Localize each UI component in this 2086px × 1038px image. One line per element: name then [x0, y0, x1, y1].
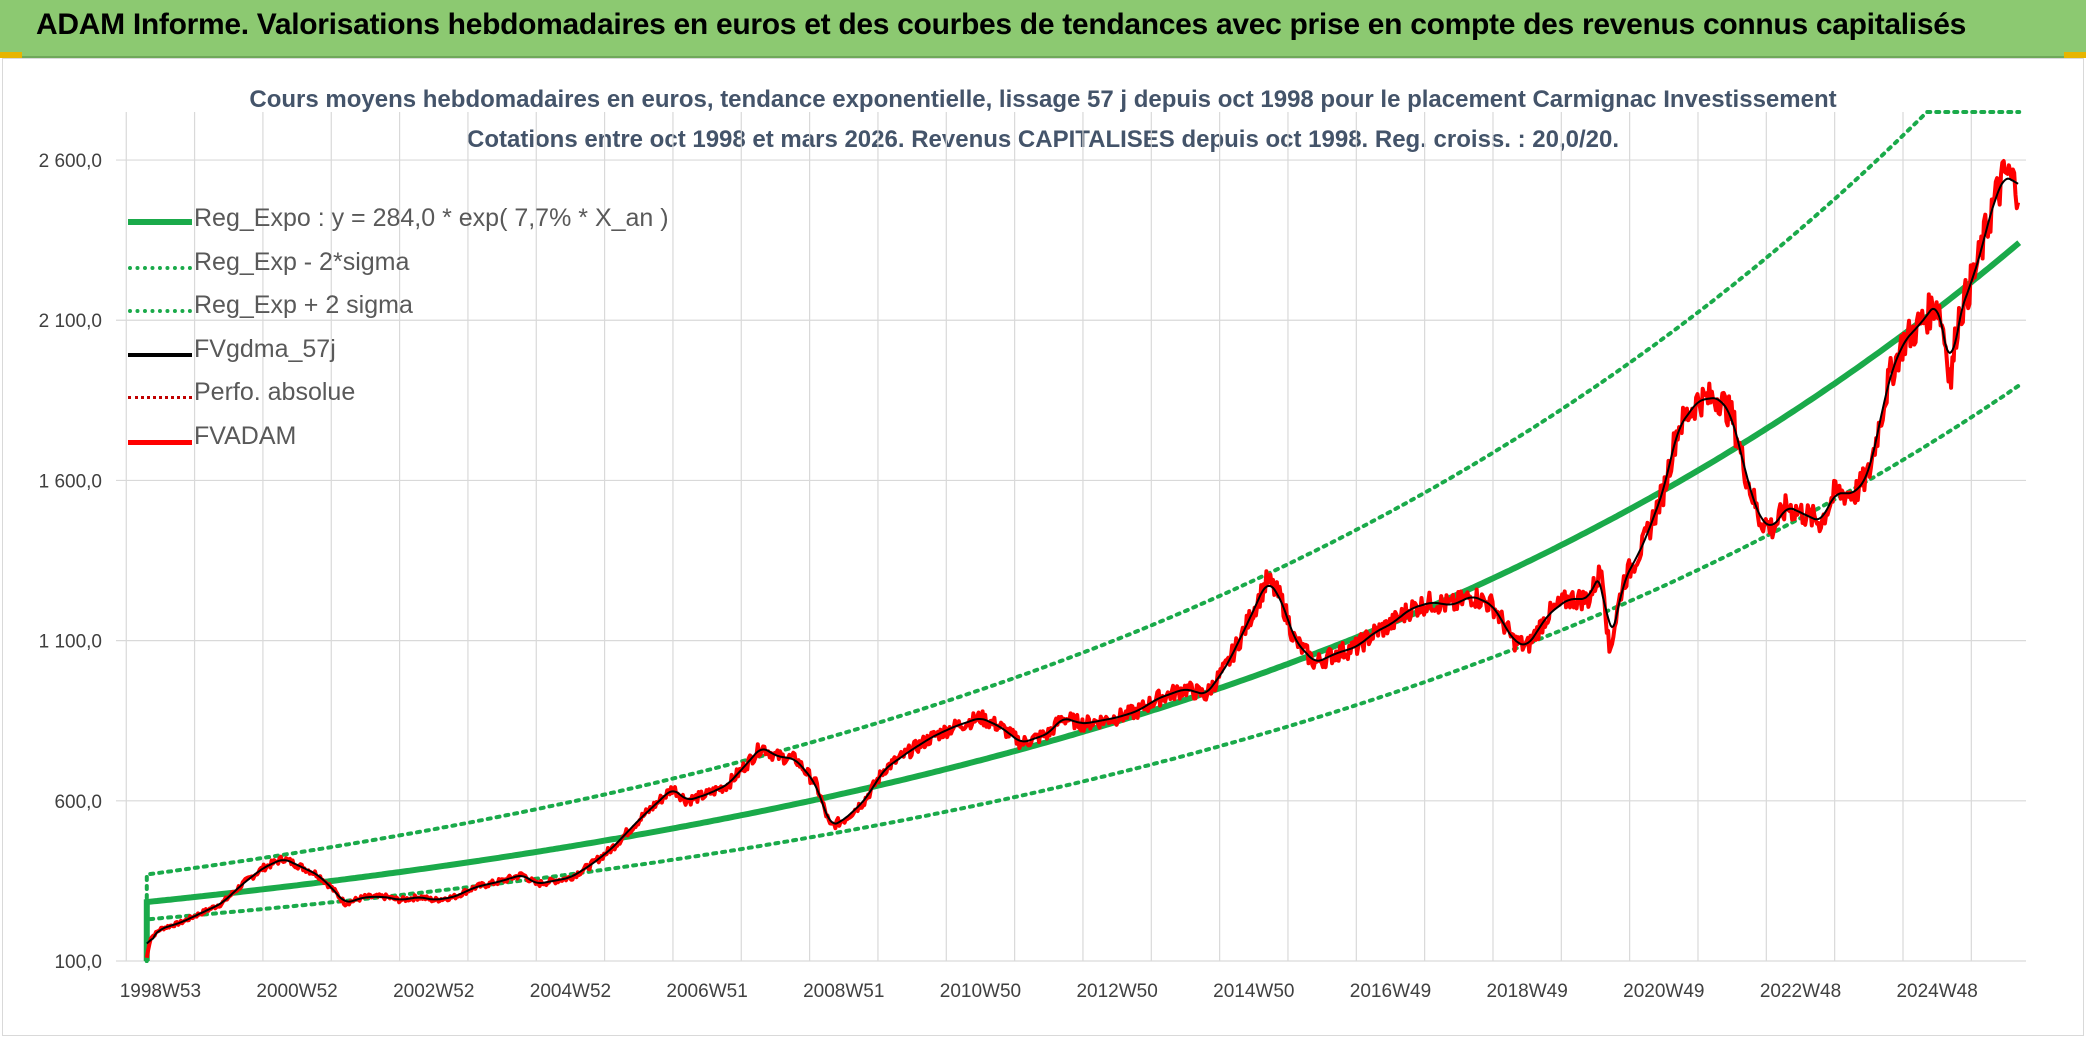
legend-swatch-perfo: [128, 396, 192, 399]
y-tick-label: 1 600,0: [39, 471, 102, 492]
x-tick-label: 2008W51: [803, 981, 884, 1002]
chart-title: Cours moyens hebdomadaires en euros, ten…: [249, 86, 1837, 113]
x-tick-label: 2018W49: [1486, 981, 1567, 1002]
legend-swatch-reg-expo: [128, 219, 192, 225]
y-tick-label: 100,0: [54, 952, 102, 973]
legend-label-fvadam: FVADAM: [194, 421, 297, 450]
chart-area: [2, 58, 2084, 1036]
legend-label-fvgdma: FVgdma_57j: [194, 334, 336, 363]
x-tick-label: 2012W50: [1076, 981, 1157, 1002]
legend-swatch-fvgdma: [128, 352, 192, 357]
series-line-reg-exp-minus: [144, 383, 2022, 963]
corner-mark-right: [2064, 52, 2086, 58]
x-tick-label: 2014W50: [1213, 981, 1294, 1002]
legend-swatch-reg-exp-minus: [128, 265, 192, 270]
legend-swatch-fvadam: [128, 439, 192, 445]
legend-label-perfo: Perfo. absolue: [194, 378, 356, 406]
x-tick-label: 2010W50: [940, 981, 1021, 1002]
series-line-fvgdma: [146, 177, 2019, 945]
report-title: ADAM Informe. Valorisations hebdomadaire…: [36, 8, 1967, 41]
legend-swatch-reg-exp-plus: [128, 309, 192, 313]
x-tick-label: 2002W52: [393, 981, 474, 1002]
x-tick-label: 2004W52: [530, 981, 611, 1002]
series-line-reg-exp-plus: [144, 110, 2022, 963]
x-tick-label: 2006W51: [666, 981, 747, 1002]
x-tick-label: 2020W49: [1623, 981, 1704, 1002]
series-line-fvadam: [144, 159, 2021, 959]
legend-label-reg-expo: Reg_Expo : y = 284,0 * exp( 7,7% * X_an …: [194, 204, 669, 232]
x-tick-label: 1998W53: [120, 981, 201, 1002]
x-tick-label: 2000W52: [256, 981, 337, 1002]
x-tick-label: 2022W48: [1760, 981, 1841, 1002]
y-tick-label: 600,0: [54, 792, 102, 813]
x-tick-label: 2024W48: [1896, 981, 1977, 1002]
x-tick-label: 2016W49: [1350, 981, 1431, 1002]
report-header: ADAM Informe. Valorisations hebdomadaire…: [0, 0, 2086, 58]
chart-subtitle: Cotations entre oct 1998 et mars 2026. R…: [467, 126, 1619, 153]
y-tick-label: 1 100,0: [39, 632, 102, 653]
legend-label-reg-exp-minus: Reg_Exp - 2*sigma: [194, 247, 410, 276]
legend-label-reg-exp-plus: Reg_Exp + 2 sigma: [194, 291, 413, 319]
y-tick-label: 2 100,0: [39, 311, 102, 332]
corner-mark-left: [0, 52, 22, 58]
y-tick-label: 2 600,0: [39, 151, 102, 172]
